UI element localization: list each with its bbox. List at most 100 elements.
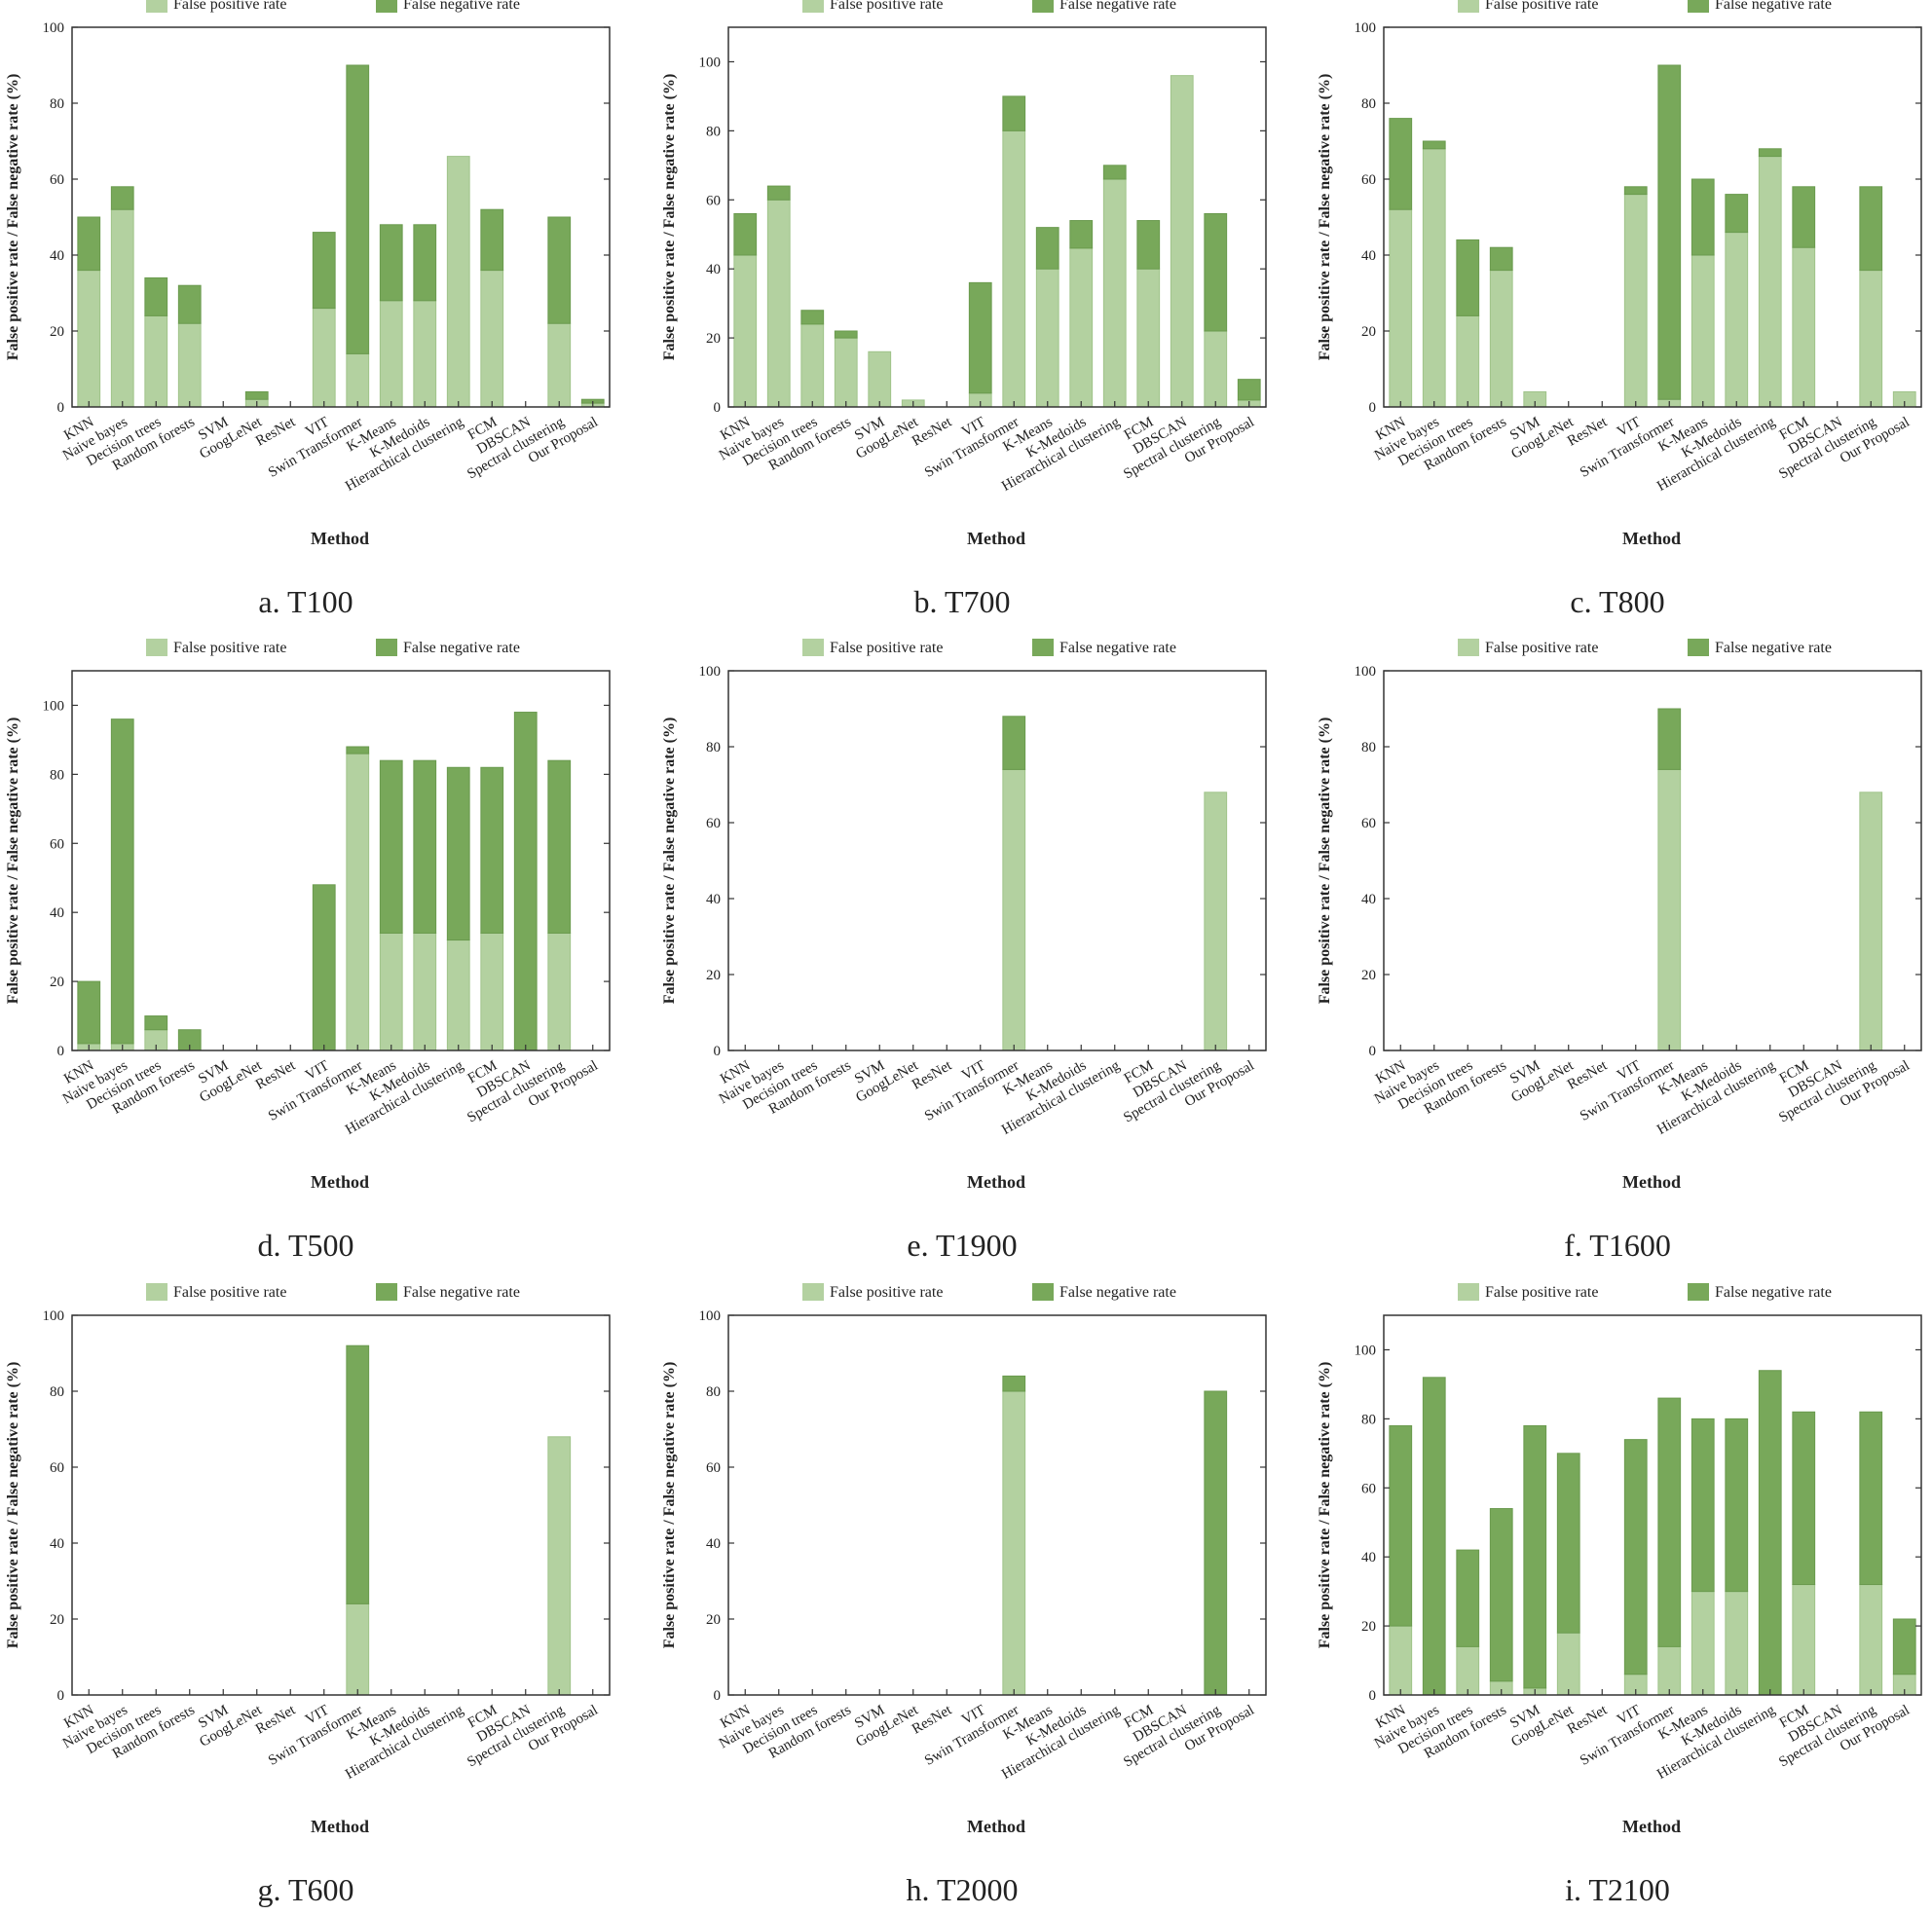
bar-fp-15 [547, 322, 572, 408]
y-tick-label: 60 [50, 836, 64, 852]
y-tick-label: 100 [1355, 1343, 1377, 1358]
y-tick-label: 60 [706, 193, 721, 208]
y-tick-label: 60 [1361, 1481, 1376, 1496]
bar-fn-9 [346, 1344, 370, 1604]
y-tick-label: 80 [1361, 96, 1376, 112]
x-axis-label: Method [311, 529, 369, 548]
legend-fn-swatch [1032, 639, 1054, 656]
y-tick-label: 100 [699, 664, 722, 680]
bar-fp-14 [1170, 75, 1194, 408]
legend-fp-label: False positive rate [1485, 0, 1598, 13]
y-tick-label: 100 [43, 698, 65, 714]
legend-fp-swatch [146, 1283, 167, 1301]
bar-fn-15 [547, 759, 572, 934]
panel-caption: e. T1900 [907, 1228, 1017, 1263]
chart-panel-6: False positive rate False negative rate 0 2… [1317, 639, 1922, 1263]
bar-fn-6 [1556, 1453, 1580, 1634]
bar-fn-9 [1002, 716, 1026, 770]
y-axis-label: False positive rate / False negative rat… [5, 74, 21, 361]
x-axis-label: Method [967, 1172, 1025, 1192]
bar-fn-2 [1422, 1377, 1446, 1696]
bar-fp-9 [346, 753, 370, 1051]
bar-fn-4 [1489, 1508, 1513, 1682]
bar-fn-8 [312, 232, 336, 310]
y-axis-label: False positive rate / False negative rat… [1317, 718, 1333, 1005]
bar-fp-13 [1136, 268, 1161, 408]
bar-fn-13 [480, 208, 504, 272]
bar-fn-8 [968, 281, 992, 394]
bar-fn-9 [1002, 95, 1026, 131]
bar-fn-16 [1892, 1618, 1916, 1676]
bar-fn-11 [1725, 1418, 1749, 1593]
y-tick-label: 0 [714, 400, 722, 416]
x-axis-label: Method [1622, 529, 1681, 548]
y-tick-label: 20 [1361, 1619, 1376, 1635]
chart-panel-9: False positive rate False negative rate 0 2… [1317, 1283, 1922, 1907]
y-tick-label: 80 [50, 1384, 64, 1400]
bar-fn-3 [144, 1015, 168, 1031]
y-tick-label: 80 [706, 124, 721, 139]
y-axis-label: False positive rate / False negative rat… [5, 718, 21, 1005]
y-tick-label: 40 [706, 1536, 721, 1552]
bar-fp-15 [547, 932, 572, 1051]
chart-panel-4: False positive rate False negative rate 0 2… [5, 639, 611, 1263]
y-tick-label: 40 [706, 262, 721, 277]
x-tick-label: ResNet [910, 1057, 955, 1092]
bar-fp-10 [1690, 1591, 1715, 1696]
y-tick-label: 100 [699, 55, 722, 70]
bar-fp-9 [346, 352, 370, 408]
legend-fp-label: False positive rate [830, 0, 943, 13]
legend-fn-label: False negative rate [403, 640, 520, 656]
legend-fp-label: False positive rate [173, 0, 286, 13]
bar-fn-3 [1456, 1549, 1480, 1647]
y-axis-label: False positive rate / False negative rat… [661, 74, 678, 361]
bar-fp-10 [379, 300, 403, 408]
bar-fp-15 [1204, 792, 1228, 1051]
bar-fp-15 [1859, 270, 1883, 408]
bar-fp-9 [1002, 1390, 1026, 1696]
y-axis-label: False positive rate / False negative rat… [5, 1362, 21, 1649]
bar-fn-4 [1489, 246, 1513, 272]
y-tick-label: 100 [43, 20, 65, 36]
plot-frame [727, 1314, 1267, 1696]
legend-fp-label: False positive rate [830, 1284, 943, 1301]
bar-fp-4 [1489, 270, 1513, 408]
bar-fp-15 [547, 1436, 572, 1696]
y-tick-label: 20 [1361, 324, 1376, 340]
bar-fn-9 [1657, 64, 1682, 400]
y-tick-label: 20 [706, 331, 721, 347]
y-axis-label: False positive rate / False negative rat… [661, 1362, 678, 1649]
y-tick-label: 0 [57, 400, 65, 416]
bar-fn-5 [1523, 1424, 1547, 1689]
legend-fp-swatch [802, 1283, 824, 1301]
bar-fp-15 [1859, 792, 1883, 1051]
bar-fn-9 [1002, 1375, 1026, 1392]
bar-fn-2 [110, 718, 134, 1045]
bar-fn-9 [346, 64, 370, 354]
bar-fn-15 [1204, 212, 1228, 332]
bar-fn-2 [766, 185, 791, 201]
y-tick-label: 40 [50, 905, 64, 921]
y-tick-label: 40 [50, 1536, 64, 1552]
y-tick-label: 100 [699, 1308, 722, 1324]
bar-fn-3 [144, 276, 168, 316]
bar-fn-1 [1389, 1424, 1413, 1627]
x-tick-label: ResNet [910, 1702, 955, 1737]
bar-fn-12 [1102, 165, 1127, 180]
y-tick-label: 100 [1355, 20, 1377, 36]
panel-caption: b. T700 [914, 584, 1011, 619]
bar-fp-4 [177, 322, 202, 408]
bar-fn-13 [1792, 1411, 1816, 1586]
legend-fn-swatch [376, 639, 397, 656]
plot-frame [71, 26, 611, 408]
bar-fp-10 [1035, 268, 1059, 408]
bar-fp-1 [733, 254, 758, 408]
plot-frame [727, 670, 1267, 1051]
chart-panel-1: False positive rate False negative rate 0 2… [5, 0, 611, 619]
bar-fp-11 [413, 300, 437, 408]
bar-fp-9 [1002, 768, 1026, 1051]
bar-fp-13 [480, 270, 504, 408]
bar-fn-1 [77, 216, 101, 272]
panel-caption: d. T500 [258, 1228, 354, 1263]
legend-fp-swatch [1458, 1283, 1479, 1301]
